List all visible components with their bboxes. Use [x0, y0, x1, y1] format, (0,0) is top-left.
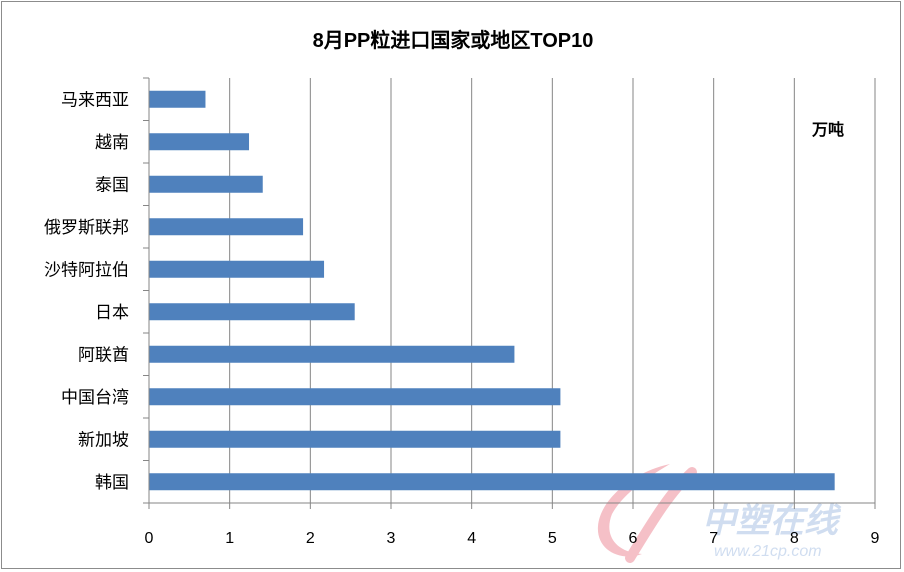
axes: [143, 77, 876, 509]
bar: [149, 430, 561, 448]
category-label: 马来西亚: [61, 90, 129, 110]
watermark: 中塑在线 www.21cp.com: [597, 464, 842, 563]
bar: [149, 260, 325, 278]
x-tick-label: 1: [225, 530, 234, 547]
x-tick-label: 6: [629, 530, 638, 547]
x-tick-label: 8: [790, 530, 799, 547]
category-label: 日本: [95, 303, 129, 323]
bar: [149, 218, 304, 236]
category-label: 中国台湾: [61, 388, 129, 408]
bar: [149, 90, 206, 108]
x-tick-label: 4: [467, 530, 476, 547]
bar: [149, 345, 515, 363]
x-tick-label: 7: [709, 530, 718, 547]
x-tick-label: 5: [548, 530, 557, 547]
bar: [149, 388, 561, 406]
bar: [149, 473, 835, 491]
category-label: 新加坡: [78, 430, 129, 450]
bar: [149, 303, 355, 321]
x-tick-label: 0: [145, 530, 154, 547]
category-label: 越南: [95, 133, 129, 153]
watermark-url: www.21cp.com: [714, 543, 822, 560]
category-label: 沙特阿拉伯: [44, 260, 129, 280]
bar: [149, 133, 250, 151]
bar: [149, 175, 263, 193]
category-label: 韩国: [95, 473, 129, 493]
x-tick-label: 2: [306, 530, 315, 547]
chart-title: 8月PP粒进口国家或地区TOP10: [313, 28, 594, 52]
category-label: 阿联酋: [78, 345, 129, 365]
category-label: 俄罗斯联邦: [44, 218, 129, 238]
x-tick-label: 3: [387, 530, 396, 547]
unit-label: 万吨: [811, 120, 844, 139]
watermark-text: 中塑在线: [702, 501, 842, 541]
bars: [149, 90, 835, 491]
category-label: 泰国: [95, 175, 129, 195]
x-tick-labels: 0 1 2 3 4 5 6 7 8 9: [145, 530, 880, 547]
x-tick-label: 9: [871, 530, 880, 547]
gridlines: [229, 78, 876, 503]
